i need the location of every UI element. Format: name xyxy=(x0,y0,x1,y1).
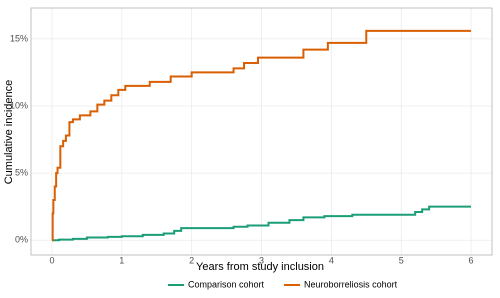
legend-label: Comparison cohort xyxy=(188,279,265,289)
legend-label: Neuroborreliosis cohort xyxy=(304,279,398,289)
plot-border xyxy=(30,7,493,256)
x-tick-label: 6 xyxy=(469,255,474,265)
y-tick-label: 0% xyxy=(15,235,28,245)
y-axis-title: Cumulative incidence xyxy=(3,80,15,185)
y-tick-label: 15% xyxy=(10,33,28,43)
legend: Comparison cohort Neuroborreliosis cohort xyxy=(168,279,398,289)
x-tick-label: 5 xyxy=(399,255,404,265)
x-tick-label: 4 xyxy=(329,255,334,265)
x-tick-label: 1 xyxy=(119,255,124,265)
x-tick-label: 0 xyxy=(49,255,54,265)
y-tick-label: 10% xyxy=(10,100,28,110)
x-tick-label: 3 xyxy=(259,255,264,265)
y-tick-label: 5% xyxy=(15,167,28,177)
x-axis-title: Years from study inclusion xyxy=(196,261,324,273)
series-line xyxy=(51,29,472,242)
x-tick-label: 2 xyxy=(189,255,194,265)
series-line xyxy=(51,205,472,242)
